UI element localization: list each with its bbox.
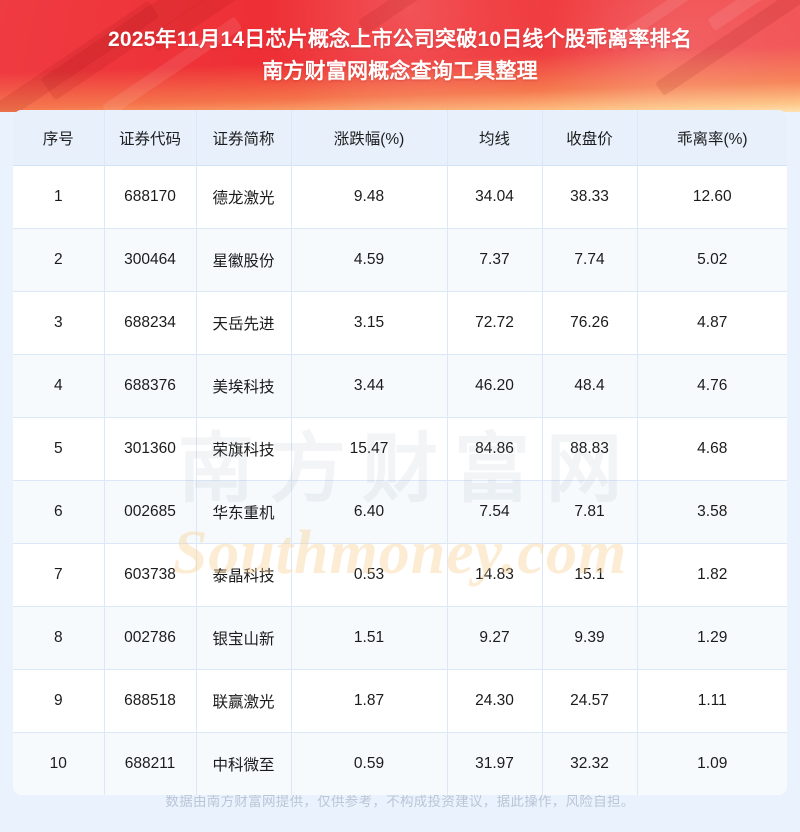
table-row[interactable]: 2 300464 星徽股份 4.59 7.37 7.74 5.02 [13, 228, 787, 292]
ranking-table-card: 序号 证券代码 证券简称 涨跌幅(%) 均线 收盘价 乖离率(%) 1 688170 德龙激光 9… [13, 110, 787, 795]
table-header-row: 序号 证券代码 证券简称 涨跌幅(%) 均线 收盘价 乖离率(%) [13, 110, 787, 166]
table-cell-deviation: 3.58 [637, 480, 787, 544]
table-header-cell-deviation: 乖离率(%) [637, 110, 787, 166]
table-cell-change: 1.51 [291, 606, 448, 670]
table-row[interactable]: 9 688518 联赢激光 1.87 24.30 24.57 1.11 [13, 669, 787, 733]
table-cell-code: 002685 [104, 480, 197, 544]
table-cell-ma: 34.04 [447, 165, 543, 229]
disclaimer-footer: 数据由南方财富网提供，仅供参考，不构成投资建议，据此操作，风险自担。 [165, 794, 635, 809]
table-cell-rank: 2 [13, 228, 105, 292]
table-header-cell-code: 证券代码 [104, 110, 197, 166]
table-header-cell-rank: 序号 [13, 110, 105, 166]
table-cell-change: 9.48 [291, 165, 448, 229]
table-cell-deviation: 1.09 [637, 732, 787, 795]
table-cell-rank: 10 [13, 732, 105, 795]
table-cell-close: 88.83 [542, 417, 638, 481]
table-cell-code: 002786 [104, 606, 197, 670]
banner-subtitle-line-2: 南方财富网概念查询工具整理 [262, 60, 538, 83]
table-cell-code: 688518 [104, 669, 197, 733]
table-cell-close: 76.26 [542, 291, 638, 355]
table-cell-name: 天岳先进 [196, 291, 292, 355]
table-cell-code: 300464 [104, 228, 197, 292]
table-cell-change: 0.59 [291, 732, 448, 795]
table-cell-name: 荣旗科技 [196, 417, 292, 481]
table-cell-name: 华东重机 [196, 480, 292, 544]
table-cell-change: 6.40 [291, 480, 448, 544]
table-cell-ma: 31.97 [447, 732, 543, 795]
table-cell-code: 301360 [104, 417, 197, 481]
table-cell-rank: 9 [13, 669, 105, 733]
table-cell-close: 24.57 [542, 669, 638, 733]
table-cell-code: 603738 [104, 543, 197, 607]
banner: 2025年11月14日芯片概念上市公司突破10日线个股乖离率排名 南方财富网概念… [0, 0, 800, 112]
table-cell-rank: 7 [13, 543, 105, 607]
table-cell-rank: 5 [13, 417, 105, 481]
table-body: 1 688170 德龙激光 9.48 34.04 38.33 12.60 2 300464 星徽股… [13, 165, 787, 795]
table-cell-ma: 72.72 [447, 291, 543, 355]
table-cell-deviation: 1.29 [637, 606, 787, 670]
table-cell-change: 1.87 [291, 669, 448, 733]
table-row[interactable]: 8 002786 银宝山新 1.51 9.27 9.39 1.29 [13, 606, 787, 670]
ranking-table: 序号 证券代码 证券简称 涨跌幅(%) 均线 收盘价 乖离率(%) 1 688170 德龙激光 9… [13, 110, 787, 795]
table-cell-change: 4.59 [291, 228, 448, 292]
table-header-cell-name: 证券简称 [196, 110, 292, 166]
table-cell-close: 32.32 [542, 732, 638, 795]
table-header-cell-change: 涨跌幅(%) [291, 110, 448, 166]
table-cell-change: 3.44 [291, 354, 448, 418]
table-cell-ma: 14.83 [447, 543, 543, 607]
table-cell-close: 9.39 [542, 606, 638, 670]
table-cell-deviation: 12.60 [637, 165, 787, 229]
table-cell-code: 688211 [104, 732, 197, 795]
table-cell-rank: 8 [13, 606, 105, 670]
table-cell-name: 联赢激光 [196, 669, 292, 733]
table-cell-name: 银宝山新 [196, 606, 292, 670]
table-cell-close: 48.4 [542, 354, 638, 418]
table-cell-name: 德龙激光 [196, 165, 292, 229]
table-cell-close: 7.74 [542, 228, 638, 292]
table-cell-change: 0.53 [291, 543, 448, 607]
table-cell-ma: 7.54 [447, 480, 543, 544]
table-row[interactable]: 6 002685 华东重机 6.40 7.54 7.81 3.58 [13, 480, 787, 544]
table-cell-close: 38.33 [542, 165, 638, 229]
table-cell-deviation: 4.87 [637, 291, 787, 355]
table-row[interactable]: 5 301360 荣旗科技 15.47 84.86 88.83 4.68 [13, 417, 787, 481]
table-cell-ma: 9.27 [447, 606, 543, 670]
table-cell-close: 7.81 [542, 480, 638, 544]
table-cell-ma: 24.30 [447, 669, 543, 733]
table-cell-rank: 6 [13, 480, 105, 544]
table-row[interactable]: 7 603738 泰晶科技 0.53 14.83 15.1 1.82 [13, 543, 787, 607]
table-row[interactable]: 10 688211 中科微至 0.59 31.97 32.32 1.09 [13, 732, 787, 795]
table-cell-rank: 3 [13, 291, 105, 355]
table-cell-rank: 4 [13, 354, 105, 418]
banner-title-group: 2025年11月14日芯片概念上市公司突破10日线个股乖离率排名 南方财富网概念… [0, 0, 800, 112]
table-cell-ma: 84.86 [447, 417, 543, 481]
table-cell-ma: 7.37 [447, 228, 543, 292]
table-cell-code: 688234 [104, 291, 197, 355]
table-cell-change: 3.15 [291, 291, 448, 355]
banner-title-line-1: 2025年11月14日芯片概念上市公司突破10日线个股乖离率排名 [107, 28, 693, 52]
table-cell-name: 星徽股份 [196, 228, 292, 292]
table-header-cell-ma: 均线 [447, 110, 543, 166]
table-cell-deviation: 4.68 [637, 417, 787, 481]
table-row[interactable]: 4 688376 美埃科技 3.44 46.20 48.4 4.76 [13, 354, 787, 418]
table-cell-rank: 1 [13, 165, 105, 229]
table-cell-deviation: 4.76 [637, 354, 787, 418]
table-header: 序号 证券代码 证券简称 涨跌幅(%) 均线 收盘价 乖离率(%) [13, 110, 787, 166]
table-row[interactable]: 1 688170 德龙激光 9.48 34.04 38.33 12.60 [13, 165, 787, 229]
table-cell-name: 中科微至 [196, 732, 292, 795]
table-cell-deviation: 1.82 [637, 543, 787, 607]
table-row[interactable]: 3 688234 天岳先进 3.15 72.72 76.26 4.87 [13, 291, 787, 355]
table-cell-close: 15.1 [542, 543, 638, 607]
table-cell-name: 泰晶科技 [196, 543, 292, 607]
table-cell-code: 688170 [104, 165, 197, 229]
table-cell-ma: 46.20 [447, 354, 543, 418]
table-cell-name: 美埃科技 [196, 354, 292, 418]
table-cell-deviation: 1.11 [637, 669, 787, 733]
table-header-cell-close: 收盘价 [542, 110, 638, 166]
table-cell-deviation: 5.02 [637, 228, 787, 292]
table-cell-code: 688376 [104, 354, 197, 418]
table-cell-change: 15.47 [291, 417, 448, 481]
